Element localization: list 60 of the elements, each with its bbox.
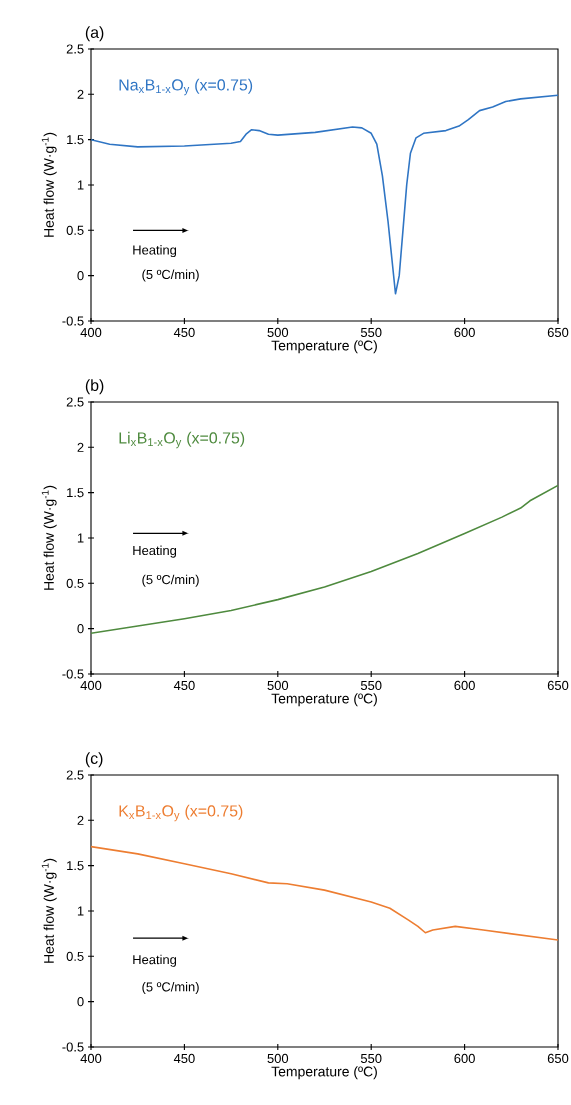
x-tick-label: 600 [454,680,475,691]
x-tick-label: 650 [547,327,569,338]
y-tick-label: -0.5 [62,1042,84,1052]
x-tick-label: 600 [454,327,475,338]
x-tick-label: 400 [80,1053,102,1064]
y-tick-label: 0 [77,624,84,634]
text: Na$_{x}$B$_{1-x}$O$_{y}$ (x=0.75) [119,78,253,96]
x-tick-label: 500 [267,1053,289,1064]
y-tick-label: 1 [77,906,84,916]
y-tick-label: 2.5 [66,770,84,780]
x-tick-label: 400 [80,680,102,691]
x-tick-label: 450 [173,680,195,691]
y-tick-label: 2 [77,815,84,825]
x-axis-title: Temperature (ºC) [271,1066,377,1080]
chart-title: (a) [85,26,104,42]
y-tick-label: 2 [77,442,84,452]
annotation: Heating [133,545,177,558]
annotation: (5 ºC/min) [142,981,199,995]
line-series [91,845,558,941]
y-tick-label: 0.5 [66,578,84,588]
y-tick-label: 2.5 [66,397,84,407]
y-tick-label: 2 [77,89,84,99]
x-tick-label: 600 [454,1053,475,1064]
x-tick-label: 500 [267,327,289,338]
line-series [91,484,558,634]
y-tick-label: -0.5 [62,316,84,326]
x-tick-label: 450 [173,1053,195,1064]
x-tick-label: 550 [360,680,382,691]
y-tick-label: -0.5 [62,669,84,679]
chart-title: (b) [85,379,104,395]
y-tick-label: 1.5 [67,861,84,871]
y-tick-label: 1 [77,533,84,543]
x-tick-label: 650 [547,1053,569,1064]
y-tick-label: 2.5 [66,44,84,54]
annotation: Heating [133,245,177,258]
chart-title: (c) [85,752,103,768]
annotation: (5 ºC/min) [142,269,199,282]
y-tick-label: 0.5 [66,225,84,235]
x-tick-label: 550 [360,327,382,338]
y-tick-label: 1.5 [67,135,84,145]
annotation: (5 ºC/min) [142,574,199,587]
x-axis-title: Temperature (ºC) [271,340,377,354]
y-axis-title: Heat flow (W·g$^{-1}$) [41,485,57,590]
line-series [91,94,558,295]
y-tick-label: 1.5 [67,488,84,498]
x-tick-label: 500 [267,680,289,691]
y-axis-title: Heat flow (W·g$^{-1}$) [41,132,57,237]
y-tick-label: 0 [77,997,84,1007]
annotation: Heating [133,954,177,967]
x-tick-label: 550 [360,1053,382,1064]
y-axis-title: Heat flow (W·g$^{-1}$) [41,858,57,963]
x-tick-label: 450 [173,327,195,338]
y-tick-label: 0.5 [66,951,84,961]
x-tick-label: 400 [80,327,102,338]
x-tick-label: 650 [547,680,569,691]
y-tick-label: 1 [77,180,84,190]
text: Li$_{x}$B$_{1-x}$O$_{y}$ (x=0.75) [119,431,245,449]
x-axis-title: Temperature (ºC) [271,693,377,707]
series-label: K$_{x}$B$_{1-x}$O$_{y}$ (x=0.75) [119,804,243,822]
y-tick-label: 0 [77,271,84,281]
